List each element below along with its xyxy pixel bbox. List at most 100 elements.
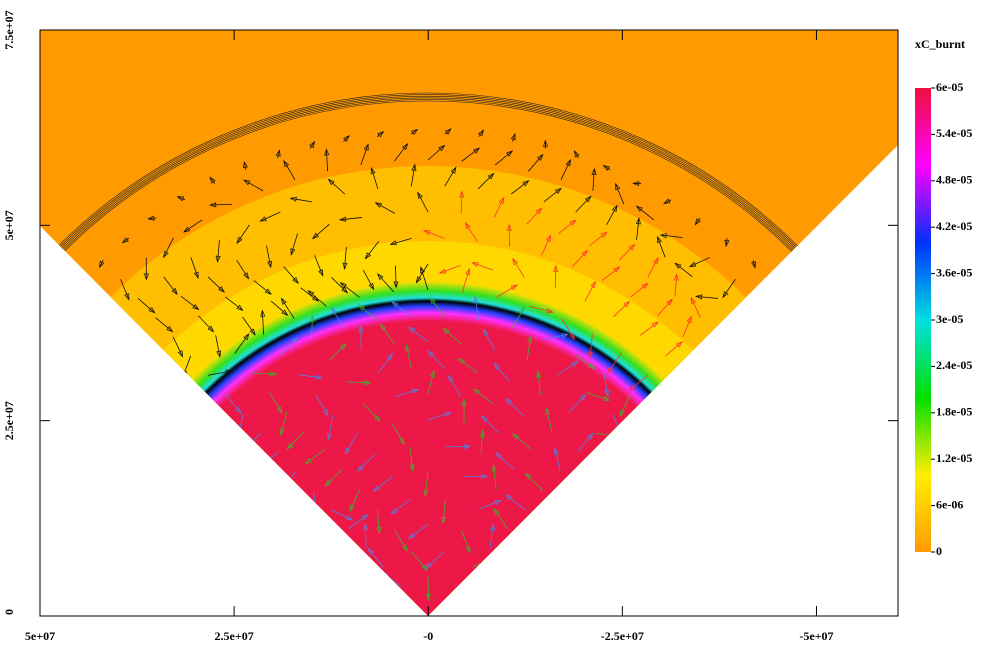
velocity-arrow <box>415 263 429 283</box>
velocity-arrow <box>210 203 233 206</box>
velocity-arrow <box>568 394 586 413</box>
arrow-head <box>553 264 559 272</box>
arrow-head <box>422 230 431 235</box>
arrow-head <box>465 267 471 276</box>
velocity-arrow <box>120 279 130 300</box>
arrow-head <box>506 150 514 157</box>
arrow-head <box>602 395 611 401</box>
velocity-arrow <box>190 257 199 279</box>
colorbar-tick-label: 4.2e-05 <box>936 219 972 233</box>
arrow-head <box>461 398 467 406</box>
velocity-arrow <box>529 305 553 313</box>
velocity-arrow <box>391 498 411 515</box>
velocity-arrow <box>603 372 609 397</box>
arrow-head <box>493 508 500 516</box>
burnt-core <box>191 281 665 616</box>
y-tick-label: 2.5e+07 <box>2 401 16 440</box>
arrow-head <box>327 178 335 186</box>
velocity-arrow <box>461 147 480 162</box>
arrow-head <box>545 407 551 415</box>
arrow-head <box>506 223 512 231</box>
arrow-head <box>450 166 457 174</box>
arrow-head <box>487 556 496 562</box>
colorbar-tick-label: 6e-06 <box>936 497 963 511</box>
velocity-arrow <box>526 336 531 361</box>
arrow-head <box>695 294 703 300</box>
velocity-arrow <box>483 329 496 351</box>
velocity-arrow <box>496 284 518 298</box>
velocity-arrow <box>325 149 328 172</box>
colorbar-tick-label: 5.4e-05 <box>936 126 972 140</box>
velocity-arrow <box>298 374 323 379</box>
arrow-head <box>258 460 266 468</box>
arrow-head <box>209 202 217 208</box>
velocity-arrow <box>377 273 394 293</box>
velocity-arrow <box>349 489 361 512</box>
arrow-head <box>192 303 200 311</box>
velocity-arrow <box>417 192 429 213</box>
velocity-arrow <box>511 307 525 329</box>
arrow-head <box>494 499 502 505</box>
velocity-arrow <box>606 205 618 226</box>
velocity-arrow <box>427 412 451 421</box>
velocity-arrow <box>209 177 216 184</box>
velocity-arrow <box>362 403 381 422</box>
arrow-head <box>356 465 364 472</box>
velocity-arrow <box>493 508 508 530</box>
velocity-arrow <box>695 217 701 225</box>
velocity-arrow <box>348 514 369 530</box>
velocity-arrow <box>660 234 683 238</box>
velocity-arrow <box>512 258 525 278</box>
arrow-head <box>377 131 385 138</box>
velocity-arrow <box>312 223 330 239</box>
arrow-head <box>124 293 130 301</box>
velocity-arrow <box>305 449 325 465</box>
shock-front <box>57 94 799 250</box>
velocity-arrow <box>493 465 497 490</box>
velocity-arrow <box>314 255 324 276</box>
arrow-head <box>524 472 532 480</box>
velocity-arrow <box>155 317 173 332</box>
velocity-arrow <box>406 344 412 369</box>
velocity-arrow <box>613 301 630 318</box>
shock-front <box>58 95 798 251</box>
arrow-head <box>401 142 409 151</box>
velocity-arrow <box>427 370 435 395</box>
arrow-head <box>604 390 610 398</box>
velocity-arrow <box>477 173 495 190</box>
velocity-arrow <box>575 196 592 213</box>
velocity-arrow <box>300 287 319 302</box>
arrow-head <box>510 132 516 141</box>
arrow-head <box>591 167 597 176</box>
velocity-arrow <box>525 473 543 491</box>
velocity-arrow <box>480 430 484 455</box>
velocity-arrow <box>377 353 393 374</box>
arrow-head <box>166 325 174 333</box>
arrow-head <box>361 514 369 521</box>
velocity-arrow <box>443 328 462 345</box>
velocity-arrow <box>725 238 728 247</box>
arrow-head <box>209 176 216 184</box>
arrow-head <box>429 369 435 378</box>
arrow-head <box>390 508 398 515</box>
arrow-head <box>512 257 519 266</box>
velocity-arrow <box>365 240 380 259</box>
velocity-arrow <box>528 154 544 172</box>
colorbar-tick-label: 6e-05 <box>936 80 963 94</box>
velocity-arrow <box>510 180 529 195</box>
arrow-head <box>512 433 520 440</box>
arrow-head <box>290 248 296 256</box>
velocity-arrow <box>439 265 461 274</box>
arrow-head <box>417 191 423 200</box>
velocity-arrow <box>343 135 350 142</box>
arrow-head <box>264 288 272 295</box>
velocity-arrow <box>442 499 446 524</box>
arrow-head <box>243 333 250 341</box>
velocity-arrow <box>577 433 594 453</box>
velocity-arrow <box>478 129 484 137</box>
arrow-head <box>612 433 620 439</box>
arrow-head <box>481 415 488 423</box>
arrow-head <box>635 217 641 225</box>
arrow-head <box>429 296 436 304</box>
arrow-head <box>236 236 243 244</box>
